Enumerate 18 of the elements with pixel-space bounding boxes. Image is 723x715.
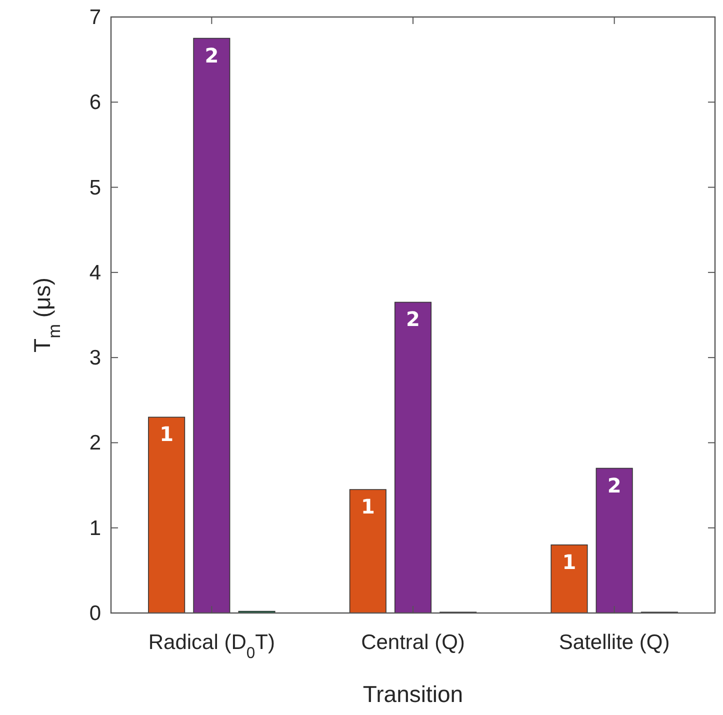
text: 2	[406, 307, 420, 332]
x-tick-label: Radical (D$_{0}$T)	[148, 631, 275, 662]
series-label: 1	[160, 422, 174, 446]
text: 1	[562, 550, 576, 574]
series-label: 2	[204, 43, 219, 68]
y-tick-label: 7	[89, 6, 101, 29]
y-tick-label: 1	[89, 516, 101, 540]
text: 2	[607, 473, 622, 498]
text: 1	[360, 494, 375, 519]
y-tick-label: 6	[89, 91, 101, 114]
y-tick-label: 4	[89, 261, 102, 284]
y-tick-label: 0	[89, 602, 101, 625]
x-axis-title: Transition	[362, 681, 464, 707]
x-tick-label: Satellite (Q)	[558, 631, 670, 654]
y-tick-label: 2	[89, 432, 101, 455]
y-tick-label: 5	[89, 176, 101, 200]
y-tick-label: 3	[89, 346, 101, 370]
x-tick-label: Central (Q)	[361, 631, 465, 654]
